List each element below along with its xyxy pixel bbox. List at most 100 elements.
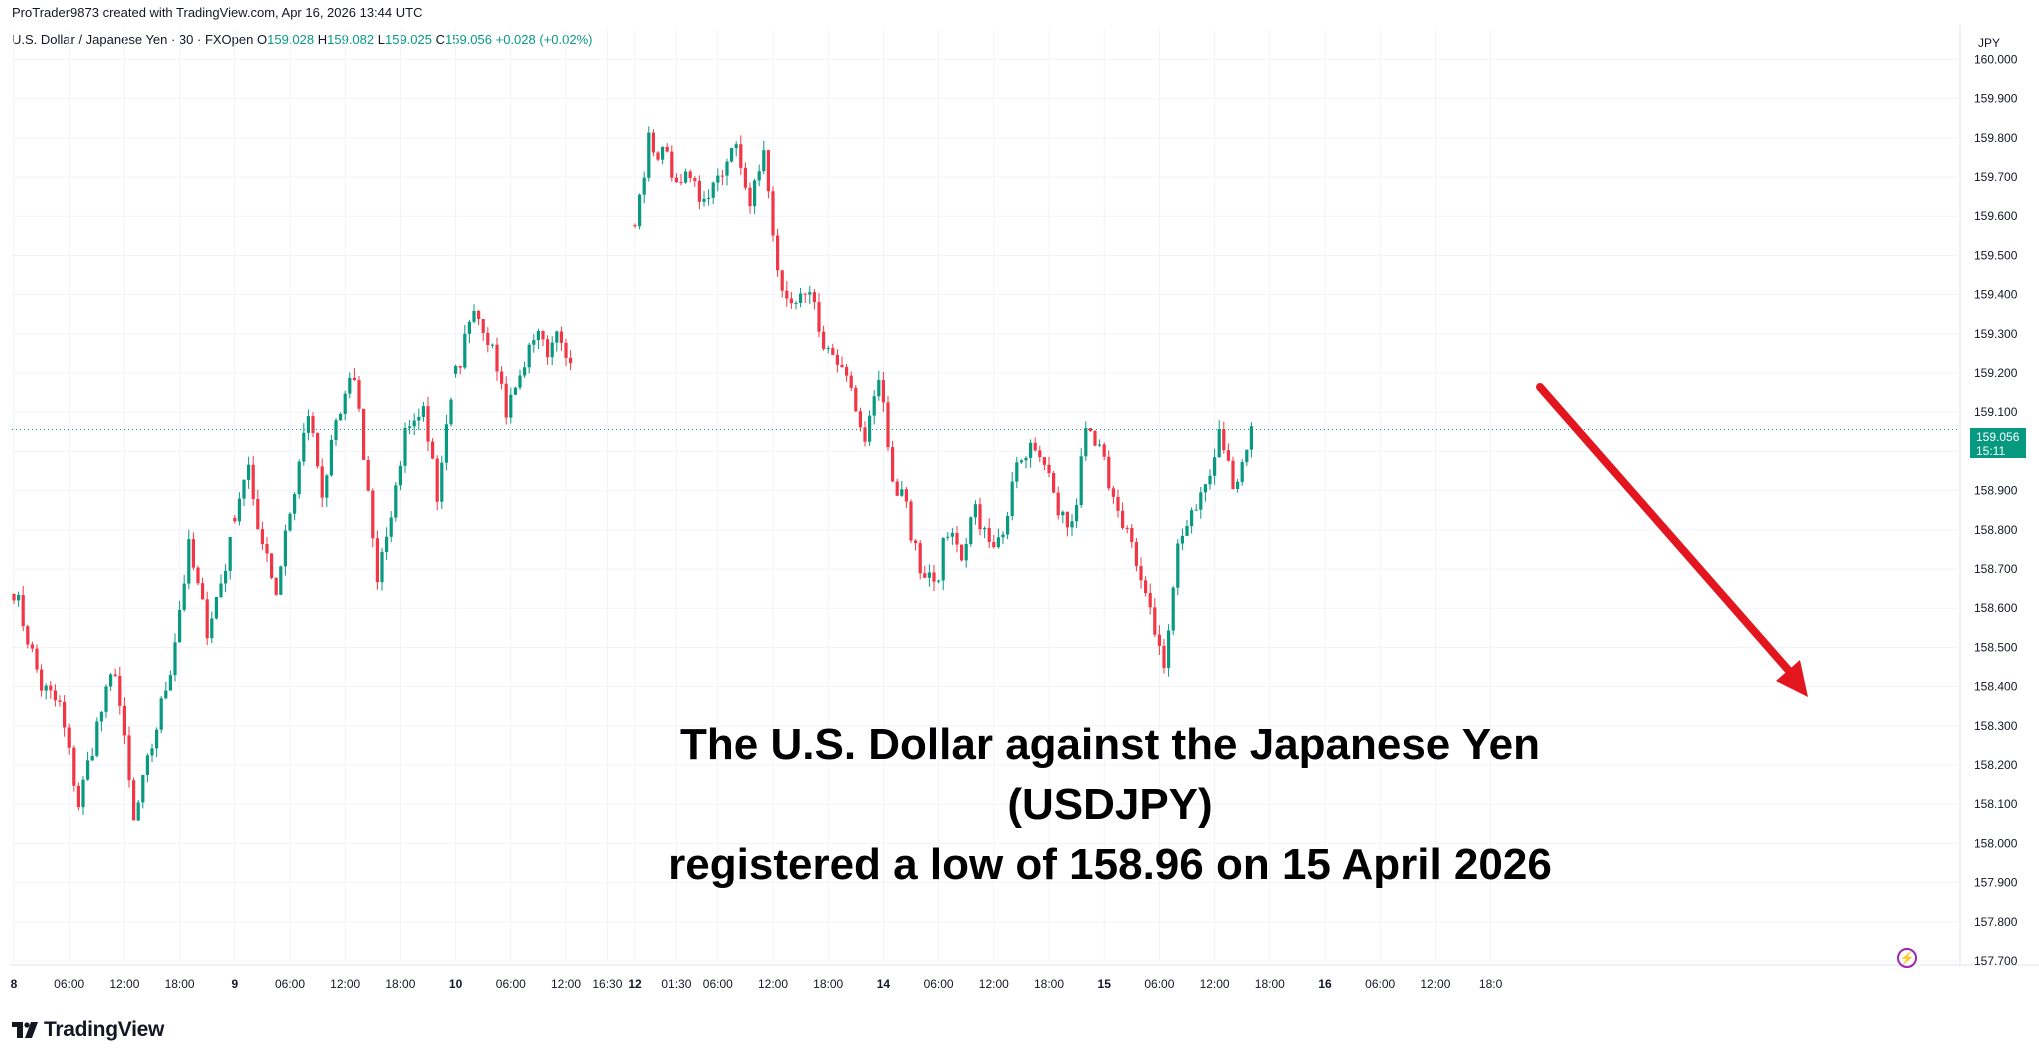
candle-body: [30, 644, 34, 649]
candle-body: [665, 146, 669, 152]
candle-body: [1213, 457, 1217, 476]
candle-body: [495, 344, 499, 372]
candle-body: [518, 375, 522, 388]
candle-body: [302, 432, 306, 462]
candle-body: [293, 494, 297, 514]
candle-body: [711, 182, 715, 198]
candle-body: [426, 406, 430, 442]
candle-body: [408, 426, 412, 428]
price-tick-label: 160.000: [1974, 52, 2018, 66]
candle-body: [1102, 444, 1106, 457]
price-tick-label: 158.500: [1974, 640, 2018, 654]
candle-body: [513, 387, 517, 395]
low-label: L: [377, 32, 385, 47]
time-tick-label: 12: [628, 977, 642, 991]
candle-body: [886, 402, 890, 448]
high-value: 159.082: [327, 32, 375, 47]
time-tick-label: 06:00: [54, 977, 84, 991]
candle-body: [454, 365, 458, 374]
candle-body: [955, 532, 959, 545]
time-tick-label: 10: [449, 977, 463, 991]
candle-body: [1116, 496, 1120, 511]
candle-body: [228, 537, 232, 571]
candle-body: [656, 152, 660, 160]
candle-body: [1180, 535, 1184, 544]
last-price-value: 159.056: [1976, 430, 2020, 444]
time-tick-label: 12:00: [330, 977, 360, 991]
time-tick-label: 18:00: [1034, 977, 1064, 991]
candle-body: [950, 532, 954, 537]
candle-body: [132, 780, 136, 821]
time-axis[interactable]: 8 06:00 12:00 18:00 9 06:00 12:00 18:00 10 06:00 1…: [11, 977, 1503, 991]
price-tick-label: 159.300: [1974, 327, 2018, 341]
time-tick-label: 12:00: [758, 977, 788, 991]
candle-body: [35, 648, 39, 670]
candle-body: [546, 339, 550, 358]
candle-body: [118, 675, 122, 706]
candle-body: [1042, 457, 1046, 465]
candle-body: [339, 413, 343, 421]
time-tick-label: 12:00: [109, 977, 139, 991]
time-tick-label: 16: [1318, 977, 1332, 991]
candle-body: [1047, 464, 1051, 474]
candle-body: [858, 411, 862, 428]
price-tick-label: 159.700: [1974, 170, 2018, 184]
candle-body: [1203, 484, 1207, 493]
candle-body: [1171, 587, 1175, 631]
price-tick-label: 159.800: [1974, 131, 2018, 145]
candle-body: [1240, 462, 1244, 482]
candle-body: [688, 171, 692, 179]
candle-body: [1084, 428, 1088, 457]
candle-body: [191, 539, 195, 568]
candle-body: [1148, 593, 1152, 608]
candle-body: [550, 342, 554, 358]
candle-body: [366, 459, 370, 491]
close-label: C: [435, 32, 445, 47]
candle-body: [21, 595, 25, 627]
time-tick-label: 18:00: [813, 977, 843, 991]
candle-body: [86, 760, 90, 780]
candle-body: [734, 144, 738, 149]
candle-body: [973, 504, 977, 518]
price-tick-label: 159.900: [1974, 92, 2018, 106]
candle-body: [371, 490, 375, 539]
price-axis[interactable]: 160.000 159.900 159.800 159.700 159.600 159.5…: [1974, 52, 2018, 968]
candle-body: [914, 540, 918, 544]
candle-body: [72, 747, 76, 786]
candle-body: [1079, 456, 1083, 506]
tradingview-logo[interactable]: TradingView: [12, 1018, 164, 1042]
candle-body: [76, 785, 80, 808]
low-value: 159.025: [384, 32, 432, 47]
candle-body: [334, 420, 338, 440]
symbol-name: U.S. Dollar / Japanese Yen · 30 · FXOpen: [12, 32, 254, 47]
candle-body: [1249, 426, 1253, 450]
candle-body: [17, 595, 21, 601]
annotation-line-1: The U.S. Dollar against the Japanese Yen…: [680, 720, 1540, 829]
candle-body: [1052, 473, 1056, 493]
price-tick-label: 158.700: [1974, 562, 2018, 576]
candle-body: [1162, 645, 1166, 668]
candle-body: [141, 774, 145, 803]
candle-body: [983, 527, 987, 530]
candle-body: [891, 447, 895, 482]
candle-body: [490, 344, 494, 346]
candle-body: [817, 302, 821, 332]
candle-body: [987, 527, 991, 543]
candle-body: [104, 686, 108, 712]
candle-body: [1167, 630, 1171, 668]
candle-body: [329, 439, 333, 476]
price-tick-label: 158.600: [1974, 601, 2018, 615]
candle-body: [996, 537, 1000, 548]
candle-body: [638, 194, 642, 227]
candle-body: [776, 235, 780, 271]
candle-body: [1065, 511, 1069, 528]
lightning-icon[interactable]: ⚡: [1897, 948, 1917, 968]
time-tick-label: 06:00: [1365, 977, 1395, 991]
tradingview-logo-icon: [12, 1022, 38, 1038]
time-tick-label: 14: [877, 977, 891, 991]
candle-body: [835, 354, 839, 365]
candle-body: [210, 618, 214, 639]
time-tick-label: 18:00: [385, 977, 415, 991]
candle-body: [633, 225, 637, 227]
